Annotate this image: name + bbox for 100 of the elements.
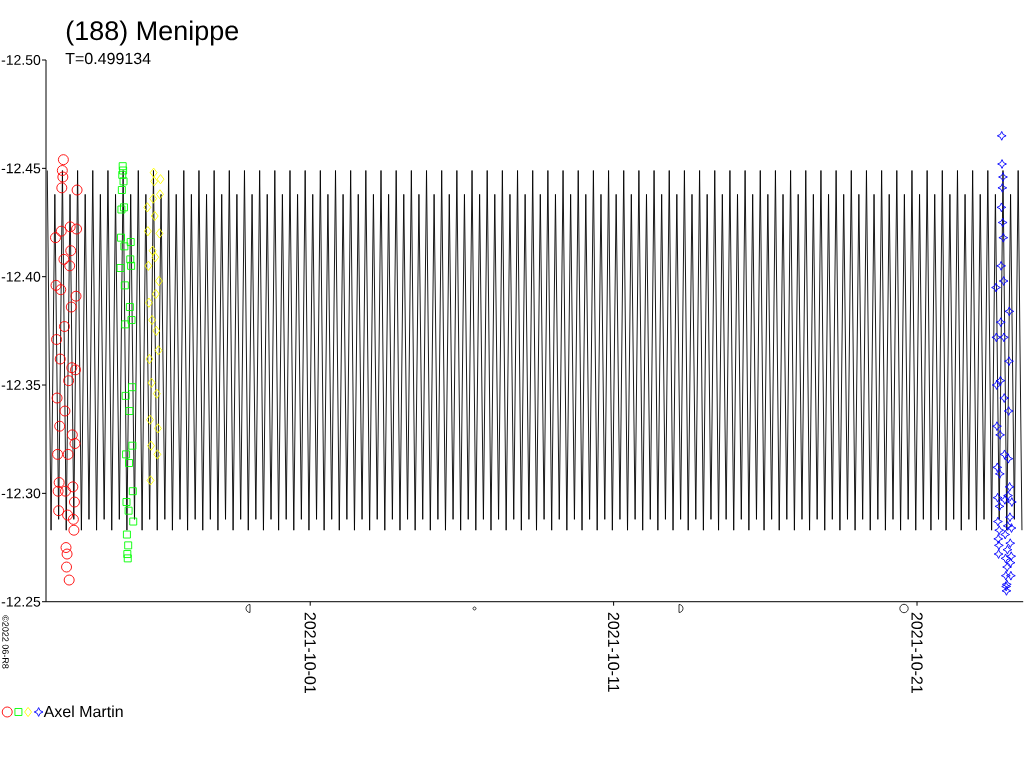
point [1004,482,1015,492]
point [991,332,1002,343]
point [998,172,1008,182]
point [1004,306,1015,317]
point [1000,529,1011,540]
point [123,550,132,558]
point [65,301,77,313]
y-tick-label: -12.40 [1,271,41,282]
point [1001,586,1012,596]
point [994,540,1004,551]
point [50,279,62,291]
point [999,393,1010,403]
point [67,481,79,493]
y-tick-label: -12.45 [1,163,41,174]
point [993,534,1004,544]
point [146,475,155,486]
point [69,496,80,508]
point [58,321,70,332]
point [150,210,159,222]
point [994,469,1005,479]
point [63,574,75,586]
point [61,548,73,560]
point [56,165,68,176]
point [998,276,1009,286]
point [128,441,137,450]
point [119,166,128,175]
point [120,242,129,251]
point [995,317,1006,328]
point [145,297,153,308]
x-tick-label: 2021-10-11 [607,612,620,692]
point [122,530,131,539]
point [127,261,136,270]
point [60,542,72,553]
point [144,260,153,271]
point [1005,557,1016,568]
point [54,353,66,365]
point [57,171,69,183]
y-tick-label: -12.30 [1,488,41,499]
point [120,203,128,212]
point [1006,551,1017,562]
y-tick-label: -12.50 [1,55,41,65]
point [1006,523,1017,533]
point [993,549,1004,559]
point [150,176,159,187]
point [124,506,133,515]
point [147,377,156,388]
point [992,492,1003,503]
point [1002,562,1012,572]
point [1006,570,1016,581]
point [51,334,62,345]
point [1003,453,1014,464]
point [50,232,61,244]
point [127,316,136,324]
point [991,380,1002,390]
point [62,509,74,521]
point [147,440,155,451]
point [121,391,130,400]
point [118,170,127,179]
point [143,226,152,237]
point [69,438,81,449]
point [994,525,1005,536]
point [125,459,133,467]
point [1004,356,1014,367]
point [1000,570,1011,581]
point [120,281,129,290]
point [63,375,75,387]
point [55,225,67,237]
point [61,561,72,573]
point [996,130,1007,141]
point [56,182,68,194]
point [62,448,74,460]
point [146,414,154,425]
point [152,325,161,336]
point [57,154,69,166]
legend-label: Axel Martin [43,705,123,718]
point [119,177,128,186]
point [123,554,132,563]
point [143,202,152,213]
chart-subtitle: T=0.499134 [65,52,151,65]
point [117,233,125,242]
point [999,449,1010,460]
point [1005,512,1015,523]
y-tick-label: -12.35 [1,380,41,390]
point [154,345,163,356]
point [53,505,65,517]
point [991,282,1001,293]
point [68,524,80,536]
point [997,217,1008,228]
point [1002,544,1013,555]
point [998,232,1009,243]
point [148,245,157,256]
point [995,430,1005,440]
point [153,449,162,460]
point [156,174,165,185]
point [992,421,1002,432]
point [64,260,76,272]
point [145,353,154,365]
point [55,284,67,296]
point [53,477,65,488]
point [997,183,1008,193]
